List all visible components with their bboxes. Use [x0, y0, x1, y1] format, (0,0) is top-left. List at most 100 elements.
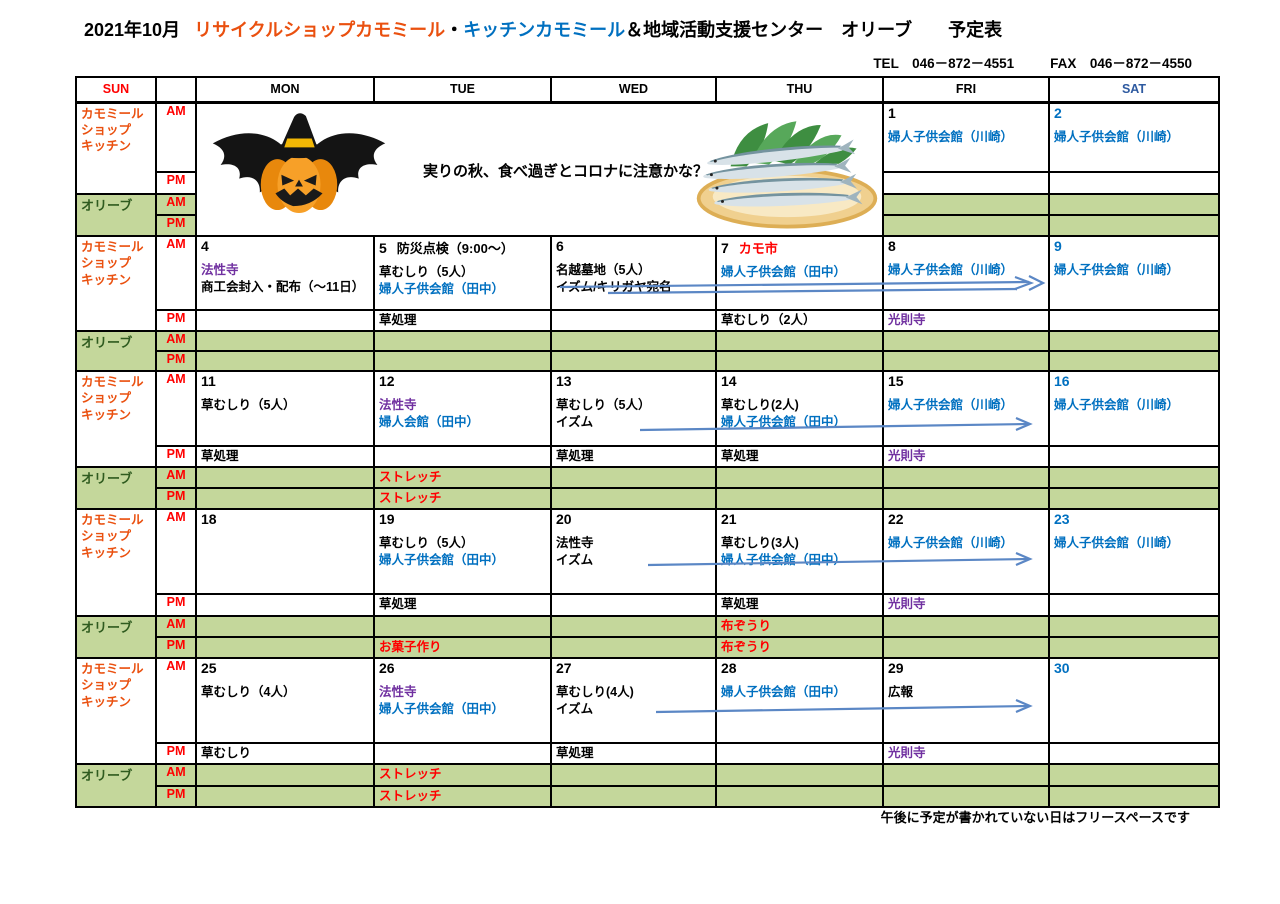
olive-pm-row-label: PM [155, 487, 197, 510]
cell-tue12-olive-am: ストレッチ [373, 466, 552, 489]
olive-label-text: オリーブ [81, 198, 133, 213]
kamomile-shop-kitchen-label: カモミール ショップ キッチン [75, 235, 157, 332]
cell-tue19-olive-pm: お菓子作り [373, 636, 552, 659]
cell-fri8-pm: 光則寺 [882, 309, 1050, 332]
week-pm-row: PM [76, 171, 1220, 195]
cell-thu21-am: 21 草むしり(3人) 婦人子供会館（田中） [715, 508, 884, 595]
cell-lines: 光則寺 [884, 311, 1048, 329]
cell-lines: 布ぞうり [717, 638, 882, 656]
day-number: 12 [379, 373, 395, 389]
cell-wed27-am: 27 草むしり(4人) イズム [550, 657, 1033, 744]
olive-label-text: オリーブ [81, 768, 133, 783]
cell-lines: 草むしり(2人) 婦人子供会館（田中） [717, 397, 882, 430]
olive-am-row: オリーブ AM [75, 193, 1220, 237]
cell-thu14-am: 14 草むしり(2人) 婦人子供会館（田中） [715, 370, 884, 447]
cell-sat30-am: 30 [1048, 657, 1220, 744]
schedule-entry: お菓子作り [379, 640, 442, 654]
cell-mon18-olive-pm [195, 636, 375, 659]
week-pm-row: PM 草処理 草処理 草処理 光則寺 [76, 445, 1220, 468]
cell-sat30-pm [1048, 742, 1220, 765]
day-number: 25 [201, 660, 217, 676]
cell-fri1-am: 1 婦人子供会館（川崎） [882, 101, 1050, 173]
cell-wed27-olive-pm [550, 785, 717, 808]
cell-fri22-pm: 光則寺 [882, 593, 1050, 617]
olive-pm-row-label: PM [155, 785, 197, 808]
olive-am-row: オリーブ AM [75, 330, 1220, 372]
cell-wed13-pm: 草処理 [550, 445, 717, 468]
schedule-entry: イズム [556, 552, 594, 567]
cell-wed13-olive-pm [550, 487, 717, 510]
cell-fri29-pm: 光則寺 [882, 742, 1050, 765]
cell-lines: 婦人子供会館（川崎） [884, 535, 1048, 552]
cell-wed27-olive-am [550, 763, 717, 787]
cell-fri29-am: 29 広報 [882, 657, 1050, 744]
schedule-entry: 草処理 [379, 597, 417, 611]
olive-pm-row-label: PM [155, 350, 197, 372]
cell-tue26-am: 26 法性寺 婦人子供会館（田中） [373, 657, 552, 744]
schedule-entry: ストレッチ [379, 470, 442, 484]
schedule-entry: 光則寺 [888, 449, 926, 463]
cell-lines: 法性寺 商工会封入・配布（～11日） [197, 262, 373, 295]
olive-label: オリーブ [75, 193, 157, 237]
day-number: 9 [1054, 238, 1062, 254]
week-pm-row: PM 草処理 草むしり（2人） 光則寺 [76, 309, 1220, 332]
kamomile-shop-kitchen-label: カモミール ショップ キッチン [75, 657, 157, 765]
cell-thu21-olive-am: 布ぞうり [715, 615, 884, 638]
schedule-entry: イズム [556, 414, 594, 429]
halloween-bat-pumpkin-image [212, 112, 386, 213]
day-number-line: 11 [197, 372, 373, 391]
cell-fri1-olive-am [882, 193, 1050, 216]
day-number-line: 6 [552, 237, 715, 256]
cell-thu28-olive-am [715, 763, 884, 787]
cell-mon4-am: 4 法性寺 商工会封入・配布（～11日） [195, 235, 375, 311]
cell-lines: 草処理 [375, 311, 550, 329]
calendar-table-wrap: SUN MON TUE WED THU FRI SAT カモミール ショップ キッチン AM 実り… [75, 76, 1220, 808]
cell-lines: 草むしり(4人) イズム [552, 684, 715, 717]
olive-am-row: オリーブ AM ストレッチ [75, 466, 1220, 510]
cell-wed13-am: 13 草むしり（5人） イズム [550, 370, 1033, 447]
day-number-line: 19 [375, 510, 550, 529]
cell-lines: 草むしり（4人） [197, 684, 373, 701]
tel-number: TEL 046－872－4551 [873, 56, 1015, 71]
schedule-entry: 布ぞうり [721, 640, 772, 654]
olive-am-row-label: AM [155, 466, 197, 489]
cell-fri1-pm [882, 171, 1050, 195]
day-number: 20 [556, 511, 572, 527]
cell-lines: 草処理 [552, 447, 715, 465]
day-number-line: 5 防災点検（9:00～） [375, 237, 550, 258]
cell-lines: 広報 [884, 684, 1048, 701]
cell-lines: 草処理 [717, 447, 882, 465]
cell-lines: 草処理 [375, 595, 550, 613]
cell-fri29-olive-pm [882, 785, 1050, 808]
pm-row-label: PM [155, 445, 197, 468]
cell-lines: 草むしり（5人） イズム [552, 397, 715, 430]
day-number-line: 2 [1050, 104, 1218, 123]
cell-lines: 草むしり（5人） [197, 397, 373, 414]
day-number: 13 [556, 373, 572, 389]
cell-sat30-olive-am [1048, 763, 1220, 787]
cell-wed6-am: 6 名越墓地（5人） イズム/キリガヤ宛名 [550, 235, 1046, 311]
schedule-entry: 婦人子供会館（田中） [721, 552, 847, 567]
cell-fri22-olive-am [882, 615, 1050, 638]
schedule-entry: 広報 [888, 685, 914, 699]
cell-lines: 光則寺 [884, 744, 1048, 762]
cell-lines: 布ぞうり [717, 617, 882, 635]
day-number: 22 [888, 511, 904, 527]
ampm-column-header [155, 76, 197, 104]
pm-row-label: PM [155, 593, 197, 617]
cell-sat30-olive-pm [1048, 785, 1220, 808]
page-title: 2021年10月 リサイクルショップカモミール・キッチンカモミール＆地域活動支援セ… [84, 16, 1002, 42]
cell-sat23-olive-am [1048, 615, 1220, 638]
cell-lines: 名越墓地（5人） イズム/キリガヤ宛名 [552, 262, 715, 295]
olive-am-row: オリーブ AM ストレッチ [75, 763, 1220, 808]
cell-lines: 草むしり（5人） 婦人子供会館（田中） [375, 535, 550, 568]
schedule-entry: 婦人会館（田中） [379, 414, 480, 429]
schedule-entry: 草処理 [721, 449, 759, 463]
cell-thu28-olive-pm [715, 785, 884, 808]
day-number: 2 [1054, 104, 1062, 121]
kamomile-label-text: カモミール ショップ キッチン [81, 375, 144, 422]
am-row-label: AM [155, 508, 197, 595]
schedule-entry: 婦人子供会館（川崎） [888, 536, 1014, 550]
cell-wed6-olive-am [550, 330, 717, 352]
